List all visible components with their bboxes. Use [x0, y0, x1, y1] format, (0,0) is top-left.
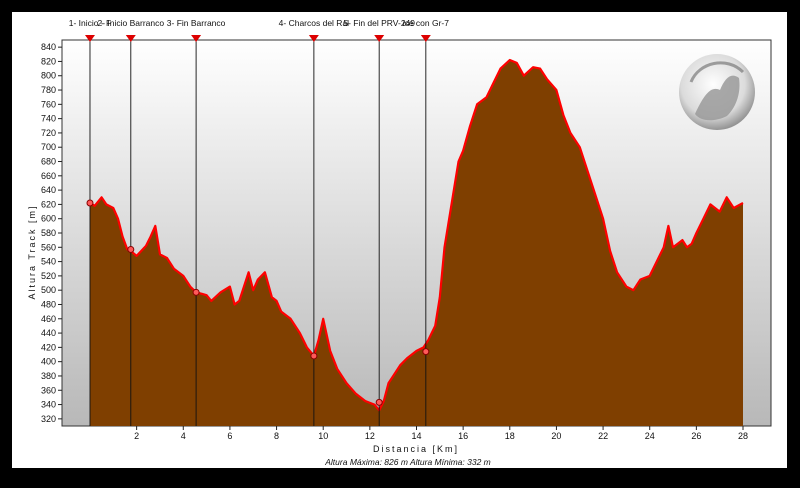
y-tick-label: 620	[41, 199, 56, 209]
y-tick-label: 680	[41, 157, 56, 167]
waypoint-marker-icon	[420, 35, 431, 42]
x-tick-label: 28	[738, 431, 748, 441]
y-tick-label: 400	[41, 357, 56, 367]
waypoint-label: 5- Fin del PRV-249	[343, 18, 415, 28]
waypoint-label: 2- Inicio Barranco	[97, 18, 164, 28]
waypoint-dot	[192, 288, 200, 296]
y-tick-label: 780	[41, 85, 56, 95]
y-tick-label: 700	[41, 142, 56, 152]
waypoint-dot	[310, 352, 318, 360]
x-tick-label: 12	[365, 431, 375, 441]
elevation-line	[89, 58, 744, 412]
y-axis-label: Altura Track [m]	[27, 204, 37, 299]
x-tick-label: 18	[505, 431, 515, 441]
y-tick-label: 580	[41, 228, 56, 238]
x-tick-label: 14	[411, 431, 421, 441]
waypoint-label: 3- Fin Barranco	[167, 18, 226, 28]
waypoint-marker-icon	[125, 35, 136, 42]
waypoint-label: 4- Charcos del Ral	[279, 18, 350, 28]
x-tick-label: 26	[691, 431, 701, 441]
x-axis-label: Distancia [Km]	[373, 444, 459, 454]
y-tick-label: 380	[41, 371, 56, 381]
waypoint-marker-icon	[84, 35, 95, 42]
x-tick-label: 6	[227, 431, 232, 441]
y-tick-label: 660	[41, 171, 56, 181]
x-tick-label: 16	[458, 431, 468, 441]
x-tick-label: 22	[598, 431, 608, 441]
y-tick-label: 500	[41, 285, 56, 295]
y-tick-label: 320	[41, 414, 56, 424]
x-tick-label: 20	[551, 431, 561, 441]
elevation-area	[90, 60, 743, 426]
y-tick-label: 640	[41, 185, 56, 195]
x-tick-label: 8	[274, 431, 279, 441]
x-tick-label: 4	[181, 431, 186, 441]
waypoint-label: ice con Gr-7	[403, 18, 450, 28]
mountain-relief-logo-icon	[679, 54, 755, 130]
waypoint-dot	[422, 348, 430, 356]
y-tick-label: 480	[41, 299, 56, 309]
y-tick-label: 540	[41, 257, 56, 267]
elevation-profile-chart: 1- Inicio - F2- Inicio Barranco 3- Fin Ba…	[27, 18, 772, 467]
y-tick-label: 440	[41, 328, 56, 338]
y-tick-label: 820	[41, 56, 56, 66]
y-tick-label: 840	[41, 42, 56, 52]
waypoint-label: 1- Inicio - F	[69, 18, 112, 28]
y-tick-label: 800	[41, 71, 56, 81]
y-tick-label: 600	[41, 214, 56, 224]
y-tick-label: 340	[41, 400, 56, 410]
y-tick-label: 420	[41, 342, 56, 352]
y-tick-label: 740	[41, 114, 56, 124]
x-tick-label: 2	[134, 431, 139, 441]
y-tick-label: 520	[41, 271, 56, 281]
chart-frame: 1- Inicio - F 2- Inicio Barranco 3- Fin Ba…	[12, 12, 787, 468]
waypoint-marker-icon	[374, 35, 385, 42]
waypoint-dot	[86, 199, 94, 207]
watermark-text: SENDEROXTREM	[682, 454, 773, 465]
waypoint-marker-icon	[308, 35, 319, 42]
altitude-summary: Altura Máxima: 826 m Altura Mínima: 332 …	[324, 457, 491, 467]
waypoint-marker-icon	[191, 35, 202, 42]
y-tick-label: 560	[41, 242, 56, 252]
x-tick-label: 24	[645, 431, 655, 441]
waypoint-dot	[375, 398, 383, 406]
y-tick-label: 460	[41, 314, 56, 324]
y-tick-label: 720	[41, 128, 56, 138]
waypoint-dot	[127, 245, 135, 253]
x-tick-label: 10	[318, 431, 328, 441]
y-tick-label: 760	[41, 99, 56, 109]
y-tick-label: 360	[41, 385, 56, 395]
